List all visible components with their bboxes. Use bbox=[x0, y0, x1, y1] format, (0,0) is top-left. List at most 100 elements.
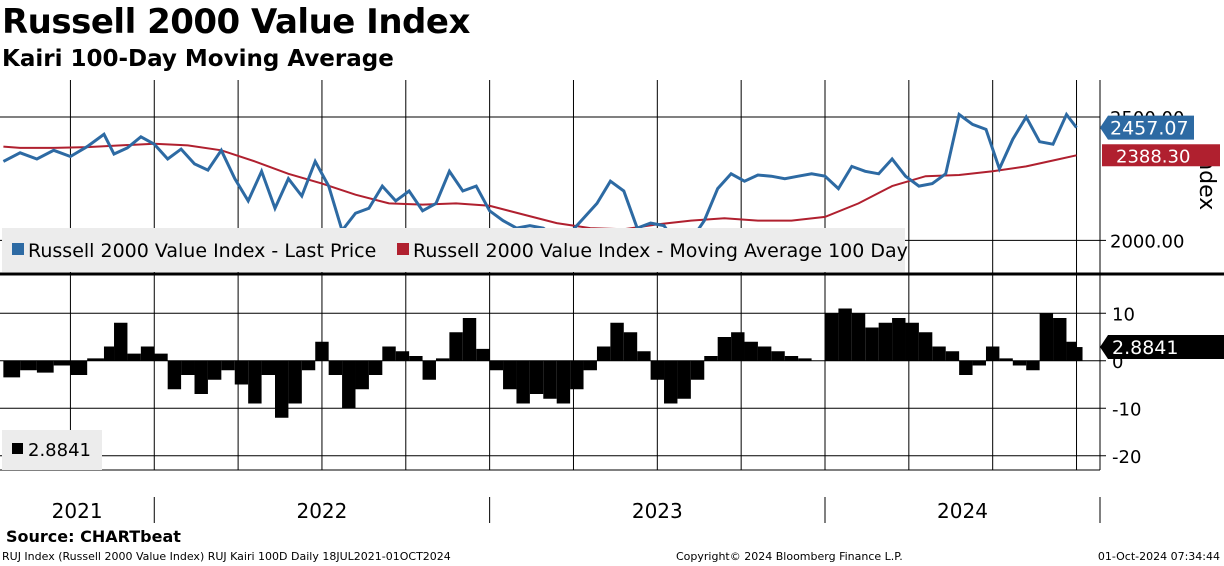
footer-copyright: Copyright© 2024 Bloomberg Finance L.P. bbox=[676, 550, 903, 563]
kairi-bar[interactable] bbox=[462, 318, 477, 361]
x-tick-label: 2022 bbox=[296, 499, 347, 523]
last-price-value-tag bbox=[1100, 115, 1194, 140]
kairi-bar[interactable] bbox=[731, 332, 745, 361]
kairi-bar[interactable] bbox=[261, 360, 275, 375]
kairi-bar[interactable] bbox=[194, 360, 208, 394]
kairi-bar[interactable] bbox=[918, 332, 933, 361]
kairi-bar[interactable] bbox=[1053, 318, 1067, 361]
y-tick-label: 2000.00 bbox=[1110, 231, 1184, 252]
kairi-bar[interactable] bbox=[489, 360, 504, 371]
kairi-bar[interactable] bbox=[892, 318, 906, 361]
kairi-bar[interactable] bbox=[167, 360, 182, 390]
kairi-bar[interactable] bbox=[771, 351, 785, 361]
kairi-bar[interactable] bbox=[851, 313, 866, 361]
kairi-bar[interactable] bbox=[583, 360, 597, 371]
kairi-bar[interactable] bbox=[207, 360, 222, 380]
kairi-bar[interactable] bbox=[382, 346, 396, 361]
kairi-bar[interactable] bbox=[234, 360, 249, 385]
chart-subtitle: Kairi 100-Day Moving Average bbox=[2, 46, 394, 72]
kairi-bar[interactable] bbox=[20, 360, 37, 371]
kairi-bar[interactable] bbox=[395, 351, 410, 361]
kairi-bar[interactable] bbox=[288, 360, 302, 404]
footer-timestamp: 01-Oct-2024 07:34:44 bbox=[1097, 550, 1220, 563]
last-price-value-label: 2457.07 bbox=[1110, 118, 1189, 140]
legend-swatch-price bbox=[12, 243, 24, 255]
kairi-bar[interactable] bbox=[543, 360, 557, 399]
kairi-bar[interactable] bbox=[1026, 360, 1040, 371]
moving-average-value-tag bbox=[1102, 144, 1220, 167]
kairi-bar[interactable] bbox=[342, 360, 356, 409]
kairi-bar[interactable] bbox=[529, 360, 544, 394]
kairi-bar[interactable] bbox=[744, 341, 758, 361]
legend-background bbox=[2, 228, 905, 272]
moving-average-line[interactable] bbox=[3, 142, 1077, 231]
kairi-bar[interactable] bbox=[784, 356, 799, 361]
kairi-bar[interactable] bbox=[409, 356, 423, 361]
kairi-bar[interactable] bbox=[503, 360, 517, 390]
kairi-bar[interactable] bbox=[221, 360, 235, 371]
kairi-bar[interactable] bbox=[664, 360, 678, 404]
kairi-bar[interactable] bbox=[87, 358, 104, 361]
kairi-bar[interactable] bbox=[181, 360, 195, 375]
kairi-bar[interactable] bbox=[717, 337, 732, 361]
kairi-bar[interactable] bbox=[932, 346, 946, 361]
kairi-bar[interactable] bbox=[985, 346, 1000, 361]
kairi-bar[interactable] bbox=[328, 360, 343, 375]
kairi-bar[interactable] bbox=[301, 360, 316, 371]
kairi-bar[interactable] bbox=[422, 360, 436, 380]
kairi-bar[interactable] bbox=[476, 348, 490, 361]
kairi-bar[interactable] bbox=[757, 346, 772, 361]
kairi-bar[interactable] bbox=[570, 360, 584, 390]
kairi-bar[interactable] bbox=[556, 360, 571, 404]
kairi-bar[interactable] bbox=[972, 360, 986, 366]
kairi-bar[interactable] bbox=[1039, 313, 1054, 361]
source-note: Source: CHARTbeat bbox=[6, 527, 181, 546]
kairi-bar[interactable] bbox=[610, 322, 624, 361]
kairi-bar[interactable] bbox=[690, 360, 705, 380]
kairi-bar[interactable] bbox=[945, 351, 960, 361]
kairi-bar[interactable] bbox=[36, 360, 54, 373]
kairi-legend-label: 2.8841 bbox=[28, 440, 91, 461]
kairi-bar[interactable] bbox=[315, 341, 329, 361]
kairi-bar[interactable] bbox=[825, 313, 839, 361]
kairi-bar[interactable] bbox=[70, 360, 88, 375]
kairi-bar[interactable] bbox=[355, 360, 369, 390]
legend-label-moving-average: Russell 2000 Value Index - Moving Averag… bbox=[413, 240, 908, 262]
kairi-bar[interactable] bbox=[3, 360, 21, 378]
y-tick-label: -20 bbox=[1112, 447, 1141, 468]
kairi-bar[interactable] bbox=[1066, 341, 1077, 361]
kairi-bar[interactable] bbox=[248, 360, 262, 404]
kairi-bar[interactable] bbox=[650, 360, 665, 380]
kairi-bar[interactable] bbox=[623, 332, 638, 361]
kairi-bar[interactable] bbox=[103, 346, 115, 361]
kairi-bar[interactable] bbox=[114, 322, 128, 361]
kairi-bar[interactable] bbox=[596, 346, 611, 361]
kairi-bar[interactable] bbox=[677, 360, 691, 399]
legend-label-price: Russell 2000 Value Index - Last Price bbox=[28, 240, 376, 262]
kairi-bar[interactable] bbox=[1076, 347, 1083, 361]
kairi-bar[interactable] bbox=[449, 332, 463, 361]
kairi-bar[interactable] bbox=[140, 346, 155, 361]
kairi-bar[interactable] bbox=[959, 360, 973, 375]
kairi-bar[interactable] bbox=[275, 360, 289, 418]
kairi-bar[interactable] bbox=[838, 308, 852, 361]
kairi-bar[interactable] bbox=[368, 360, 383, 375]
kairi-bar[interactable] bbox=[878, 322, 893, 361]
footer-security-info: RUJ Index (Russell 2000 Value Index) RUJ… bbox=[2, 550, 451, 563]
kairi-value-label: 2.8841 bbox=[1112, 337, 1178, 359]
kairi-bar[interactable] bbox=[53, 360, 71, 366]
x-tick-label: 2023 bbox=[632, 499, 683, 523]
kairi-bar[interactable] bbox=[435, 358, 450, 361]
kairi-bar[interactable] bbox=[865, 327, 879, 361]
kairi-bar[interactable] bbox=[999, 358, 1013, 361]
kairi-bar[interactable] bbox=[516, 360, 530, 404]
kairi-bar[interactable] bbox=[637, 351, 651, 361]
kairi-bar[interactable] bbox=[154, 353, 168, 361]
kairi-bar[interactable] bbox=[704, 356, 718, 361]
kairi-bar[interactable] bbox=[905, 322, 919, 361]
kairi-bar[interactable] bbox=[127, 353, 141, 361]
kairi-bar[interactable] bbox=[1012, 360, 1027, 366]
kairi-bar[interactable] bbox=[798, 358, 812, 361]
legend-swatch-moving-average bbox=[397, 243, 409, 255]
